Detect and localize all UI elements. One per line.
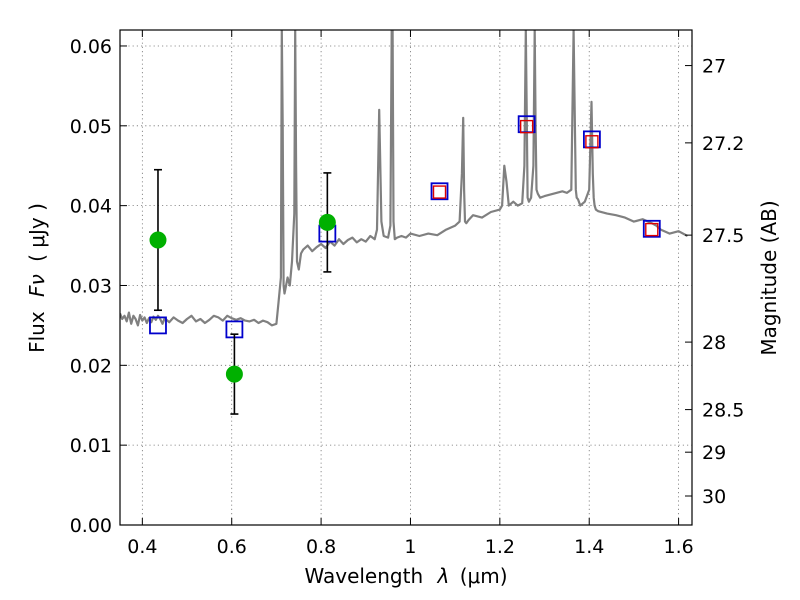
observed-point bbox=[225, 365, 243, 383]
y-tick-label: 0.01 bbox=[70, 435, 112, 457]
y-tick-label: 0.02 bbox=[70, 355, 112, 377]
plot-area bbox=[120, 30, 689, 415]
grid bbox=[120, 30, 692, 526]
model-square-red bbox=[432, 185, 447, 199]
magnitude-tick-label: 28.5 bbox=[702, 400, 744, 422]
y2-axis-label: Magnitude (AB) bbox=[757, 200, 781, 355]
y-tick-label: 0.04 bbox=[70, 196, 112, 218]
y-tick-label: 0.03 bbox=[70, 275, 112, 297]
observed-point bbox=[318, 213, 336, 231]
y-tick-label: 0.06 bbox=[70, 36, 112, 58]
model-square-red bbox=[645, 222, 659, 237]
x-tick-label: 1.4 bbox=[574, 536, 604, 558]
y-tick-label: 0.05 bbox=[70, 116, 112, 138]
y-axis-label: Flux Fν ( μJy ) bbox=[25, 203, 49, 353]
model-square-blue bbox=[149, 316, 167, 335]
x-tick-label: 1.6 bbox=[663, 536, 693, 558]
magnitude-tick-label: 28 bbox=[702, 332, 726, 354]
magnitude-tick-label: 27.5 bbox=[702, 225, 744, 247]
x-tick-label: 0.8 bbox=[306, 536, 336, 558]
x-axis-label: Wavelength λ (μm) bbox=[304, 564, 507, 588]
x-tick-label: 1 bbox=[404, 536, 416, 558]
x-tick-label: 0.6 bbox=[217, 536, 247, 558]
spectrum-line bbox=[120, 30, 689, 327]
plot-frame bbox=[119, 29, 693, 526]
magnitude-tick-label: 29 bbox=[702, 442, 726, 464]
magnitude-tick-label: 27.2 bbox=[702, 133, 744, 155]
model-square-blue bbox=[430, 182, 449, 201]
magnitude-tick-label: 30 bbox=[702, 486, 726, 508]
magnitude-tick-label: 27 bbox=[702, 56, 726, 78]
x-tick-label: 1.2 bbox=[485, 536, 515, 558]
model-square-red bbox=[585, 135, 599, 149]
model-square-red bbox=[519, 119, 534, 134]
x-tick-label: 0.4 bbox=[127, 536, 157, 558]
observed-point bbox=[149, 231, 167, 249]
y-tick-label: 0.00 bbox=[70, 515, 112, 537]
axis-ticks: 0.4 0.6 0.8 1 1.2 1.4 1.6 0.00 0.01 0.02 0.03 0.04 0… bbox=[70, 30, 744, 558]
model-square-blue bbox=[642, 219, 661, 238]
